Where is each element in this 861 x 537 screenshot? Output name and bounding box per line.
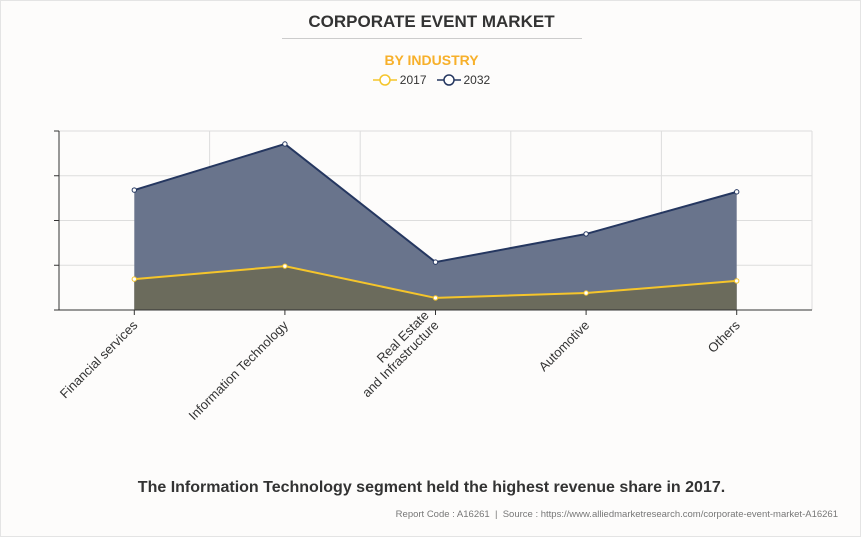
chart-caption: The Information Technology segment held … (137, 479, 726, 496)
point-2017 (432, 295, 439, 301)
x-tick-label: Others (705, 317, 744, 356)
source-note: Report Code : A16261 | Source : https://… (395, 509, 838, 520)
legend-marker-2017-icon (372, 74, 397, 86)
legend: 2017 2032 (1, 73, 861, 87)
area-2017 (134, 266, 737, 310)
point-2032 (734, 189, 740, 195)
point-2017 (734, 278, 740, 284)
point-2017 (583, 290, 589, 296)
legend-label-2032: 2032 (463, 73, 491, 87)
x-tick-label: Information Technology (186, 317, 292, 423)
legend-label-2017: 2017 (399, 73, 427, 87)
x-tick-label: Automotive (536, 318, 593, 375)
chart-subtitle: BY INDUSTRY (384, 52, 479, 68)
x-tick-label: Financial services (57, 317, 141, 401)
title-divider (282, 38, 582, 39)
x-tick-label: Real Estateand Infrastructure (349, 308, 442, 401)
point-2032 (131, 187, 138, 193)
legend-marker-2032-icon (436, 74, 461, 86)
chart-title: CORPORATE EVENT MARKET (308, 12, 555, 31)
point-2032 (282, 141, 288, 147)
legend-item-2017[interactable]: 2017 (372, 73, 427, 87)
point-2017 (282, 263, 288, 269)
point-2032 (583, 231, 589, 237)
chart-plot: Financial services Information Technology… (54, 130, 813, 423)
point-2017 (131, 276, 138, 282)
legend-item-2032[interactable]: 2032 (436, 73, 491, 87)
point-2032 (432, 259, 439, 265)
